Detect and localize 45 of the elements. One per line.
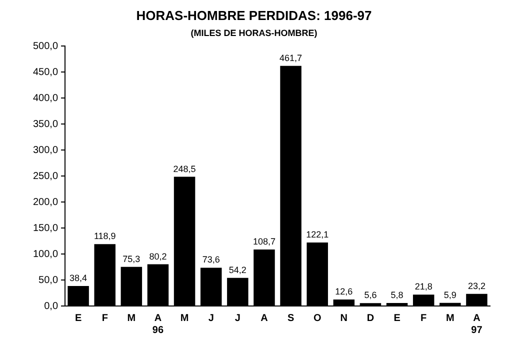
x-tick-label: D	[366, 312, 374, 324]
data-label: 75,3	[122, 254, 140, 264]
data-label: 54,2	[228, 264, 246, 275]
x-tick-label: A	[260, 312, 268, 324]
x-tick-label: A 96	[152, 312, 164, 336]
data-label: 122,1	[306, 229, 329, 240]
data-label: 461,7	[280, 52, 302, 63]
data-label: 118,9	[94, 231, 116, 242]
x-tick-label: F	[102, 312, 108, 324]
x-tick-label: J	[208, 312, 214, 324]
x-tick-label: J	[234, 312, 240, 324]
data-label: 38,4	[70, 273, 88, 284]
y-tick-label: 200,0	[32, 196, 58, 208]
data-label: 73,6	[202, 254, 220, 265]
data-label: 5,9	[444, 290, 456, 300]
data-label: 5,6	[364, 290, 377, 300]
data-label: 80,2	[149, 251, 167, 262]
x-tick-label: E	[74, 312, 82, 324]
x-tick-label: M	[180, 312, 189, 324]
x-tick-label: N	[340, 312, 348, 324]
data-label: 23,2	[468, 280, 486, 291]
chart-subtitle: (MILES DE HORAS-HOMBRE)	[190, 28, 318, 38]
x-tick-label: A 97	[471, 312, 483, 336]
y-tick-label: 400,0	[32, 92, 58, 104]
chart-title: HORAS-HOMBRE PERDIDAS: 1996-97	[135, 8, 373, 23]
y-tick-label: 350,0	[32, 118, 58, 130]
y-tick-label: 250,0	[32, 170, 58, 182]
y-tick-label: 500,0	[32, 40, 58, 52]
x-tick-label: O	[313, 312, 322, 324]
y-tick-label: 450,0	[32, 66, 58, 78]
y-tick-label: 300,0	[32, 144, 58, 156]
y-tick-label: 100,0	[32, 248, 58, 260]
data-label: 248,5	[173, 164, 196, 174]
data-label: 12,6	[335, 286, 353, 296]
x-tick-label: M	[127, 312, 136, 324]
data-label: 21,8	[414, 282, 432, 292]
x-tick-label: E	[394, 312, 401, 324]
y-tick-label: 0,0	[44, 300, 58, 312]
x-tick-label: S	[287, 312, 294, 324]
data-label: 108,7	[252, 236, 276, 246]
y-tick-label: 150,0	[32, 222, 58, 234]
x-tick-label: M	[446, 312, 454, 324]
x-tick-label: F	[420, 312, 427, 324]
data-label: 5,8	[390, 290, 404, 300]
y-tick-label: 50,0	[38, 274, 58, 286]
